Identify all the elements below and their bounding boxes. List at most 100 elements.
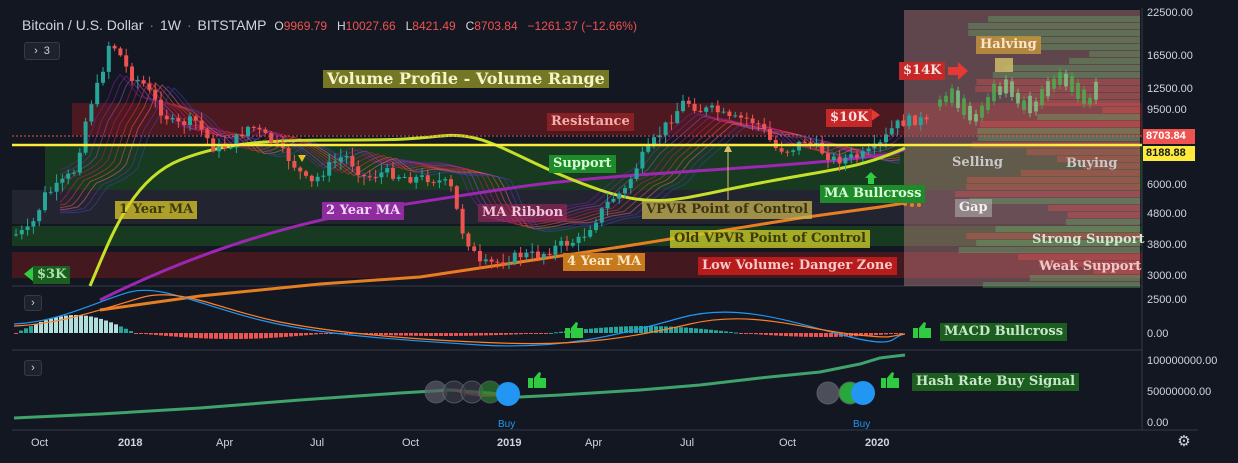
- price-candle-body: [333, 161, 337, 163]
- volume-profile-bar: [968, 30, 1140, 36]
- projection-candle-body: [1034, 101, 1038, 112]
- macd-histogram-bar: [779, 333, 783, 336]
- macd-histogram-bar: [494, 333, 498, 336]
- price-candle-body: [48, 191, 53, 193]
- price-candle-body: [837, 156, 842, 164]
- price-candle-body: [808, 142, 813, 144]
- price-candle-body: [495, 261, 500, 263]
- macd-histogram-bar: [449, 333, 453, 336]
- projection-candle-body: [1064, 73, 1068, 87]
- macd-expand-button[interactable]: ›: [24, 295, 42, 311]
- ma-ribbon-line: [60, 85, 901, 231]
- macd-histogram-bar: [224, 333, 228, 339]
- volume-profile-bar: [1040, 44, 1140, 50]
- price-candle-body: [686, 100, 691, 104]
- price-axis-tick: 3000.00: [1147, 270, 1187, 282]
- volume-profile-bar: [988, 16, 1140, 22]
- thumbs-up-icons: [528, 322, 931, 388]
- macd-histogram-bar: [454, 333, 458, 336]
- macd-histogram-bar: [369, 333, 373, 335]
- volume-profile-bar: [958, 247, 1140, 253]
- open-key: O: [274, 19, 284, 33]
- macd-histogram-bar: [799, 333, 803, 337]
- macd-histogram-bar: [889, 333, 893, 335]
- price-candle-body: [321, 175, 326, 177]
- macd-histogram-bar: [444, 333, 448, 336]
- price-candle-body: [652, 137, 656, 145]
- price-candle-body: [553, 245, 558, 255]
- label-support: Support: [549, 155, 616, 173]
- label-low-volume: Low Volume: Danger Zone: [698, 257, 897, 275]
- price-candle-body: [304, 171, 308, 176]
- macd-histogram-bar: [794, 333, 798, 337]
- exchange: BITSTAMP: [197, 17, 267, 33]
- price-candle-body: [582, 236, 587, 238]
- macd-histogram-bar: [429, 333, 433, 336]
- projection-candle-body: [956, 90, 960, 108]
- label-macd-bullcross: MACD Bullcross: [940, 323, 1068, 341]
- macd-histogram-bar: [559, 331, 563, 333]
- price-candle-body: [466, 233, 471, 247]
- buy-marker-1: Buy: [498, 419, 516, 430]
- macd-histogram-bar: [464, 333, 468, 336]
- macd-histogram-bar: [874, 333, 878, 336]
- macd-histogram-bar: [729, 331, 733, 333]
- macd-histogram-bar: [54, 317, 58, 333]
- price-candle-body: [524, 252, 529, 258]
- price-candle-body: [396, 177, 401, 179]
- label-ma-ribbon: MA Ribbon: [478, 204, 568, 222]
- price-candle-body: [170, 117, 175, 120]
- price-candle-body: [391, 168, 395, 179]
- label-ma-1y: 1 Year MA: [115, 201, 198, 219]
- interval[interactable]: 1W: [159, 17, 181, 33]
- label-ma-bullcross: MA Bullcross: [820, 185, 926, 203]
- projection-candle-body: [938, 99, 942, 107]
- macd-histogram-bar: [69, 315, 73, 333]
- symbol-name[interactable]: Bitcoin / U.S. Dollar: [22, 17, 144, 33]
- macd-histogram-bar: [439, 333, 443, 336]
- macd-pane: [13, 289, 906, 347]
- projection-candle-body: [1088, 97, 1092, 105]
- macd-histogram-bar: [809, 333, 813, 337]
- indicators-toggle-button[interactable]: › 3: [24, 42, 60, 60]
- price-candle-body: [565, 240, 569, 246]
- volume-profile-bar: [1039, 261, 1140, 267]
- macd-histogram-bar: [639, 326, 643, 333]
- macd-histogram-bar: [759, 333, 763, 335]
- price-candle-body: [362, 175, 366, 177]
- macd-histogram-bar: [789, 333, 793, 337]
- macd-histogram-bar: [194, 333, 198, 338]
- volume-profile-bar: [966, 177, 1140, 183]
- hash-axis-tick: 100000000.00: [1147, 355, 1218, 367]
- macd-histogram-bar: [179, 333, 183, 338]
- price-candle-body: [240, 134, 245, 137]
- macd-axis-tick: 0.00: [1147, 328, 1169, 340]
- price-candle-body: [72, 172, 76, 174]
- hash-expand-button[interactable]: ›: [24, 360, 42, 376]
- price-candle-body: [779, 148, 784, 152]
- projection-candle-body: [980, 105, 984, 118]
- projection-candle-body: [950, 88, 954, 103]
- price-candle-body: [617, 193, 622, 199]
- macd-histogram-bar: [484, 333, 488, 336]
- price-candle-body: [338, 157, 343, 162]
- price-candle-body: [31, 221, 36, 227]
- macd-histogram-bar: [199, 333, 203, 339]
- macd-histogram-bar: [204, 333, 208, 339]
- volume-profile-bar: [1057, 156, 1140, 162]
- price-candle-body: [924, 117, 929, 120]
- time-axis-tick: Oct: [31, 437, 49, 449]
- volume-profile-bar: [1004, 65, 1140, 71]
- price-candle-body: [814, 142, 819, 144]
- price-axis-tick: 6000.00: [1147, 179, 1187, 191]
- price-candle-body: [860, 151, 865, 158]
- macd-histogram-bar: [824, 333, 828, 337]
- price-candle-body: [54, 182, 59, 192]
- macd-histogram-bar: [479, 333, 483, 336]
- price-candle-body: [762, 123, 767, 129]
- settings-gear-icon[interactable]: ⚙: [1177, 433, 1191, 450]
- macd-histogram-bar: [474, 333, 478, 336]
- chevron-right-icon: ›: [31, 297, 35, 309]
- macd-histogram-bar: [114, 324, 118, 333]
- label-vpvr-poc: VPVR Point of Control: [642, 201, 813, 219]
